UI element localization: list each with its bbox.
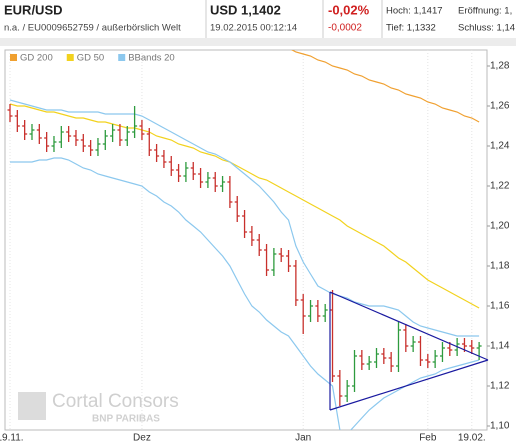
x-tick-label: Feb: [419, 433, 437, 444]
open: Eröffnung: 1,: [458, 6, 512, 17]
x-tick-label: Jan: [295, 433, 311, 444]
low: Tief: 1,1332: [386, 23, 436, 34]
y-tick-label: 1,10: [490, 421, 510, 432]
y-tick-label: 1,12: [490, 381, 510, 392]
band-upper: [9, 99, 480, 337]
legend: GD 200 GD 50 BBands 20: [10, 53, 175, 64]
y-tick-label: 1,20: [490, 221, 510, 232]
x-tick-label: 19.11.: [0, 433, 24, 444]
y-tick-label: 1,16: [490, 301, 510, 312]
instrument-name: EUR/USD: [4, 2, 63, 17]
y-tick-label: 1,26: [490, 101, 510, 112]
header-bg: [0, 0, 516, 38]
y-tick-label: 1,24: [490, 141, 510, 152]
timestamp: 19.02.2015 00:12:14: [210, 23, 297, 34]
x-tick-label: Dez: [133, 433, 151, 444]
y-tick-label: 1,18: [490, 261, 510, 272]
moving-average: [290, 50, 480, 123]
watermark: Cortal Consors BNP PARIBAS: [18, 391, 179, 425]
legend-label: BBands 20: [128, 53, 174, 64]
instrument-subtitle: n.a. / EU0009652759 / außerbörslich Welt: [4, 23, 181, 34]
band-lower: [10, 157, 480, 430]
legend-swatch: [66, 54, 74, 61]
high: Hoch: 1,1417: [386, 6, 443, 17]
moving-average: [9, 103, 480, 309]
trendline: [329, 291, 489, 361]
plot-area: [7, 50, 482, 430]
watermark-sub: BNP PARIBAS: [92, 414, 160, 425]
legend-label: GD 200: [20, 53, 53, 64]
watermark-logo: [18, 392, 46, 420]
x-tick-label: 19.02.: [458, 433, 486, 444]
close: Schluss: 1,14: [458, 23, 515, 34]
y-tick-label: 1,22: [490, 181, 510, 192]
legend-swatch: [118, 54, 126, 61]
y-tick-label: 1,28: [490, 61, 510, 72]
header-strip: [0, 38, 516, 46]
legend-label: GD 50: [77, 53, 104, 64]
watermark-brand: Cortal Consors: [52, 391, 179, 412]
legend-swatch: [10, 54, 17, 61]
plot-frame: [4, 49, 488, 431]
trendline: [329, 359, 489, 411]
change-pct: -0,02%: [328, 2, 370, 17]
price: USD 1,1402: [210, 2, 281, 17]
change-abs: -0,0002: [328, 23, 362, 34]
y-tick-label: 1,14: [490, 341, 510, 352]
